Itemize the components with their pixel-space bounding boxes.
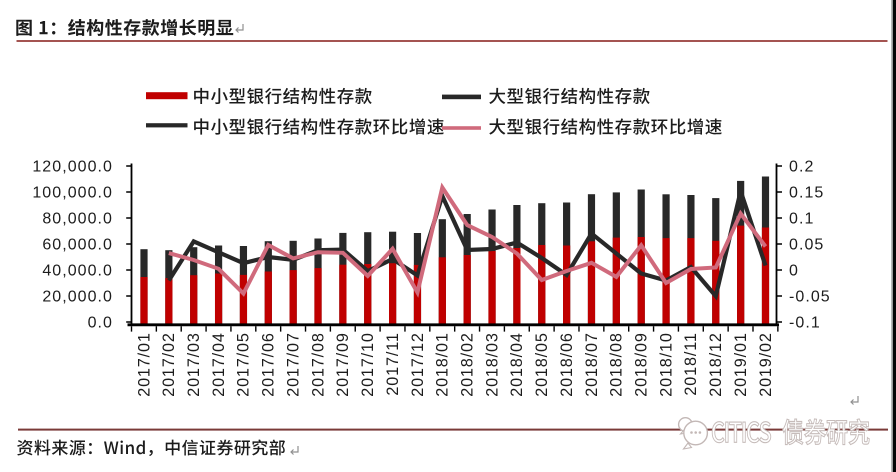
svg-text:60,000.0: 60,000.0 <box>42 237 113 254</box>
svg-text:2017/04: 2017/04 <box>210 332 228 396</box>
svg-text:2017/05: 2017/05 <box>235 332 253 396</box>
svg-text:2018/10: 2018/10 <box>657 332 675 396</box>
svg-text:2018/08: 2018/08 <box>608 332 626 396</box>
svg-text:20,000.0: 20,000.0 <box>42 289 113 306</box>
svg-text:2018/05: 2018/05 <box>533 332 551 396</box>
svg-text:0.2: 0.2 <box>789 159 814 176</box>
svg-text:2017/12: 2017/12 <box>409 332 427 396</box>
svg-text:80,000.0: 80,000.0 <box>42 211 113 228</box>
svg-text:0.05: 0.05 <box>789 237 824 254</box>
svg-text:100,000.0: 100,000.0 <box>32 185 113 202</box>
svg-text:2019/01: 2019/01 <box>732 332 750 396</box>
svg-text:2017/08: 2017/08 <box>309 332 327 396</box>
svg-text:2017/03: 2017/03 <box>185 332 203 396</box>
svg-text:0: 0 <box>789 263 799 280</box>
svg-text:2018/03: 2018/03 <box>483 332 501 396</box>
svg-text:2017/07: 2017/07 <box>284 332 302 396</box>
svg-text:2018/07: 2018/07 <box>583 332 601 396</box>
svg-text:2018/06: 2018/06 <box>558 332 576 396</box>
svg-text:2018/11: 2018/11 <box>682 332 700 395</box>
svg-text:0.15: 0.15 <box>789 185 824 202</box>
svg-text:2017/06: 2017/06 <box>260 332 278 396</box>
svg-text:2018/09: 2018/09 <box>633 332 651 396</box>
svg-text:2018/01: 2018/01 <box>434 332 452 396</box>
svg-text:2018/02: 2018/02 <box>458 332 476 396</box>
svg-text:-0.05: -0.05 <box>789 289 831 306</box>
svg-text:2018/04: 2018/04 <box>508 332 526 396</box>
svg-text:2017/11: 2017/11 <box>384 332 402 395</box>
svg-text:2018/12: 2018/12 <box>707 332 725 396</box>
svg-text:2017/10: 2017/10 <box>359 332 377 396</box>
svg-text:2017/09: 2017/09 <box>334 332 352 396</box>
svg-text:2017/02: 2017/02 <box>160 332 178 396</box>
svg-text:2017/01: 2017/01 <box>135 332 153 396</box>
svg-text:-0.1: -0.1 <box>789 315 821 332</box>
svg-text:2019/02: 2019/02 <box>757 332 775 396</box>
svg-text:0.0: 0.0 <box>88 315 113 332</box>
svg-text:40,000.0: 40,000.0 <box>42 263 113 280</box>
svg-text:120,000.0: 120,000.0 <box>32 159 113 176</box>
svg-text:0.1: 0.1 <box>789 211 814 228</box>
